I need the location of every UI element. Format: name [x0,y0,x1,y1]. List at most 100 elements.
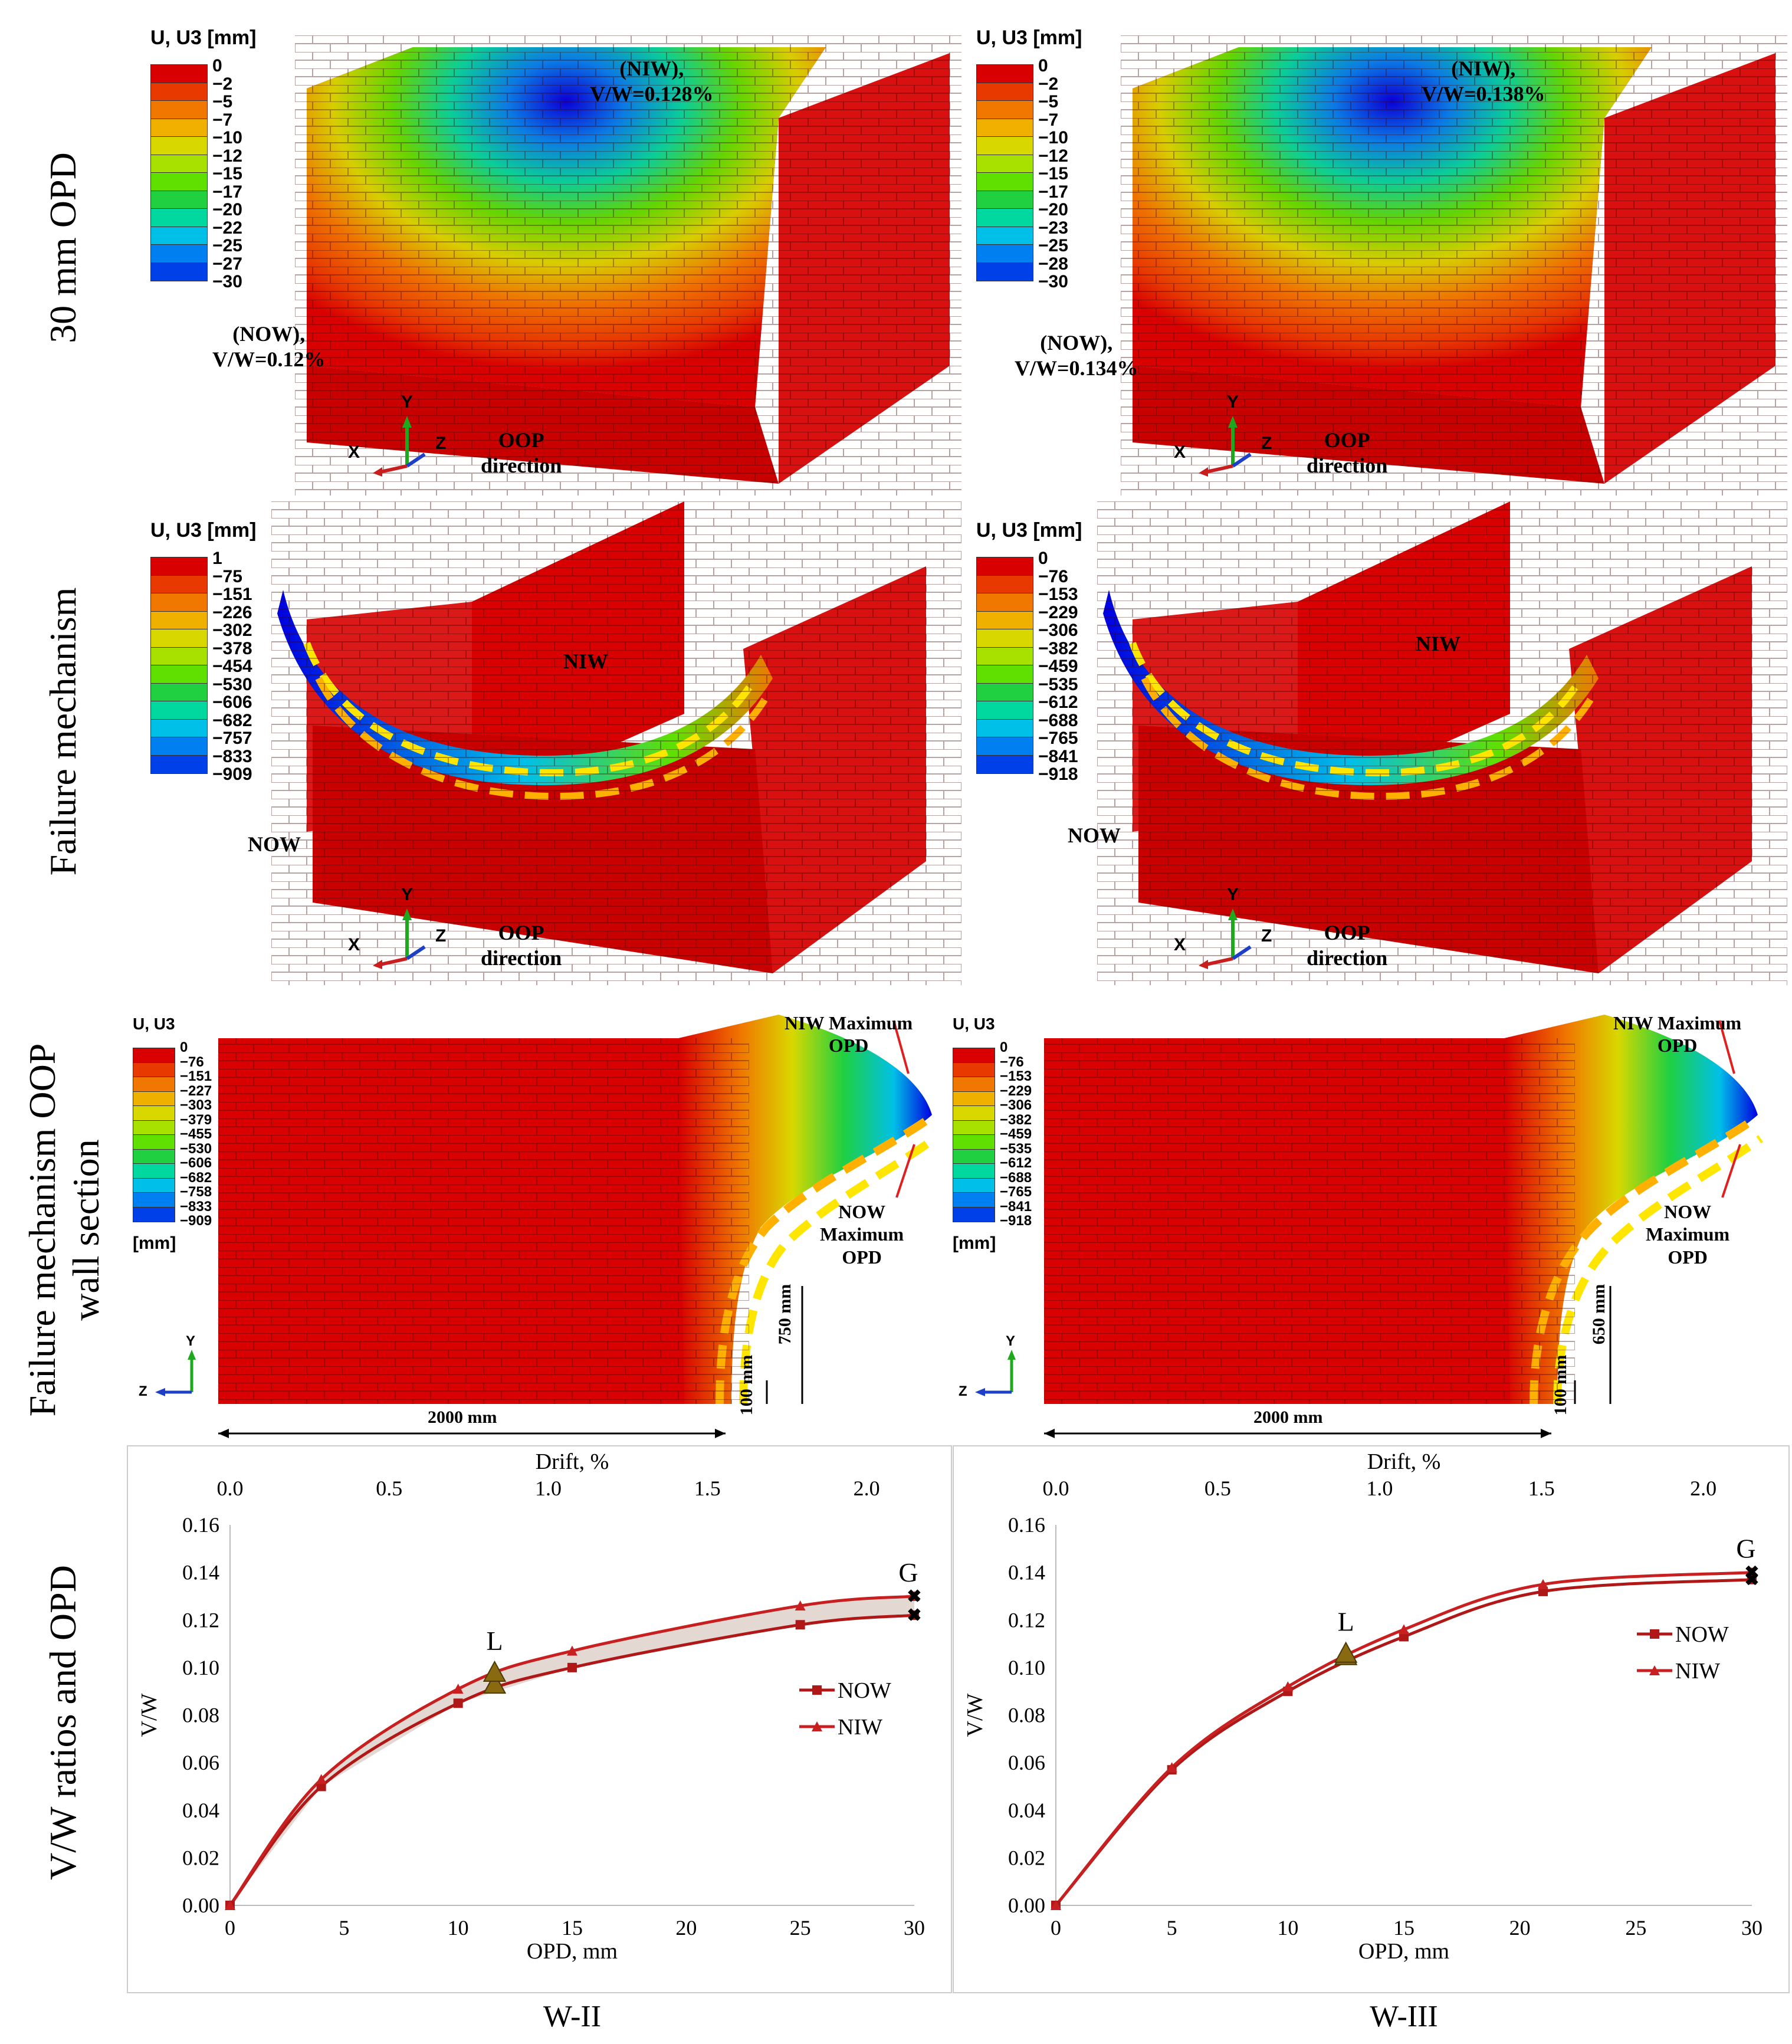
legend-swatch [976,754,1033,774]
point-niw [1399,1624,1409,1635]
legend-value: −7 [212,110,233,130]
legend-value: −76 [1000,1054,1024,1070]
y-axis-title: V/W [137,1693,162,1737]
point-now [567,1662,577,1672]
x2-tick-label: 1.0 [1366,1477,1393,1500]
legend-swatch [150,647,208,666]
legend-swatch [150,244,208,264]
point-niw [1538,1579,1548,1589]
axis-triad-r1-right: Y X Z [1174,392,1292,478]
legend-value: −15 [212,164,242,183]
legend-swatch [150,226,208,245]
x-tick-label: 15 [562,1916,583,1940]
legend-value: −229 [1000,1082,1032,1099]
chart-panel-w3 [953,1445,1790,1993]
annotation-now-r1-right: (NOW), V/W=0.134% [1015,330,1138,381]
legend-swatch [976,647,1033,666]
axis-y-label: Y [1227,885,1239,904]
y-tick-label: 0.12 [1008,1608,1045,1632]
dim-2000-r3-right: 2000 mm [1253,1407,1323,1427]
x2-tick-label: 2.0 [1690,1477,1716,1500]
niw-ratio: V/W=0.128% [590,82,714,106]
legend-swatch [150,718,208,738]
legend-swatch [976,665,1033,684]
legend-value: −530 [180,1140,212,1157]
wall-model-r1-right [1121,35,1787,496]
legend-swatch [953,1177,995,1193]
legend-swatch [953,1120,995,1136]
marker-L-label: L [486,1626,503,1656]
legend-value: 1 [212,549,222,568]
legend-swatch [133,1120,175,1136]
dim-100-r3-right: 100 mm [1551,1354,1571,1416]
legend-swatch [150,172,208,192]
legend-title: U, U3 [mm] [150,27,257,49]
legend-value: −22 [212,218,242,238]
legend-value: −612 [1038,693,1078,712]
legend-swatch [150,683,208,702]
legend-swatch [133,1077,175,1092]
legend-unit: [mm] [133,1233,176,1253]
point-now [910,1610,919,1620]
legend-swatch [976,136,1033,156]
now-ratio: V/W=0.12% [212,347,326,372]
x-axis-title: OPD, mm [527,1939,618,1964]
legend-value: −227 [180,1082,212,1099]
niw-ratio: V/W=0.138% [1422,82,1545,106]
y-tick-label: 0.16 [182,1513,219,1537]
now-ratio: V/W=0.134% [1015,356,1138,380]
now-max-word: Maximum [1646,1223,1730,1245]
legend-value: −682 [212,710,252,730]
marker-G-x: ✖ [1744,1563,1759,1583]
now-label: (NOW), [1040,331,1113,355]
legend-swatch [133,1048,175,1064]
legend-swatch [953,1192,995,1208]
point-now [1538,1586,1548,1596]
point-niw [1282,1681,1294,1692]
legend-marker-niw [812,1721,822,1731]
point-now [1747,1574,1757,1584]
legend-swatch [150,575,208,594]
legend-value: −530 [212,674,252,694]
niw-label-r2-left: NIW [563,649,609,673]
legend-value: −688 [1000,1169,1032,1186]
legend-swatch [953,1206,995,1222]
now-max-r3-right: NOW Maximum OPD [1646,1200,1729,1268]
legend-swatch [150,136,208,156]
legend-value: −153 [1038,585,1078,604]
legend-label-niw: NIW [838,1715,882,1740]
now-max-label: NOW [1664,1201,1712,1222]
legend-value: −17 [212,182,242,202]
legend-value: −15 [1038,164,1068,183]
legend-value: −2 [212,74,233,94]
chart-panel-w2 [127,1445,952,1993]
legend-title: U, U3 [mm] [976,519,1082,542]
dim-750-r3-left: 750 mm [775,1284,795,1345]
x-tick-label: 10 [1277,1916,1298,1940]
legend-swatch [133,1105,175,1121]
chart-title: W-II [543,2000,601,2033]
niw-label-r2-right: NIW [1416,632,1461,655]
axis-z-label: Z [435,434,447,453]
legend-label-niw: NIW [1675,1659,1720,1684]
y-tick-label: 0.00 [182,1894,219,1917]
point-now [453,1698,463,1708]
envelope-band [230,1596,914,1905]
niw-max-opd: OPD [828,1035,869,1057]
legend-value: −20 [1038,200,1068,219]
legend-swatch [133,1163,175,1179]
x2-axis-title: Drift, % [1367,1449,1441,1474]
legend-value: −12 [1038,146,1068,166]
axis-x-label: X [348,935,360,954]
legend-value: 0 [1038,549,1048,568]
now-max-opd: OPD [1668,1246,1708,1268]
legend-value: −455 [180,1126,212,1142]
x-tick-label: 5 [339,1916,349,1940]
legend-value: −27 [212,254,242,274]
x2-tick-label: 0.5 [376,1477,402,1500]
axis-triad-r2-left: Y X Z [348,885,466,970]
y-tick-label: 0.16 [1008,1513,1045,1537]
oop-label: OOP [1324,428,1370,452]
x2-tick-label: 2.0 [854,1477,880,1500]
x-axis-title: OPD, mm [1358,1939,1449,1964]
